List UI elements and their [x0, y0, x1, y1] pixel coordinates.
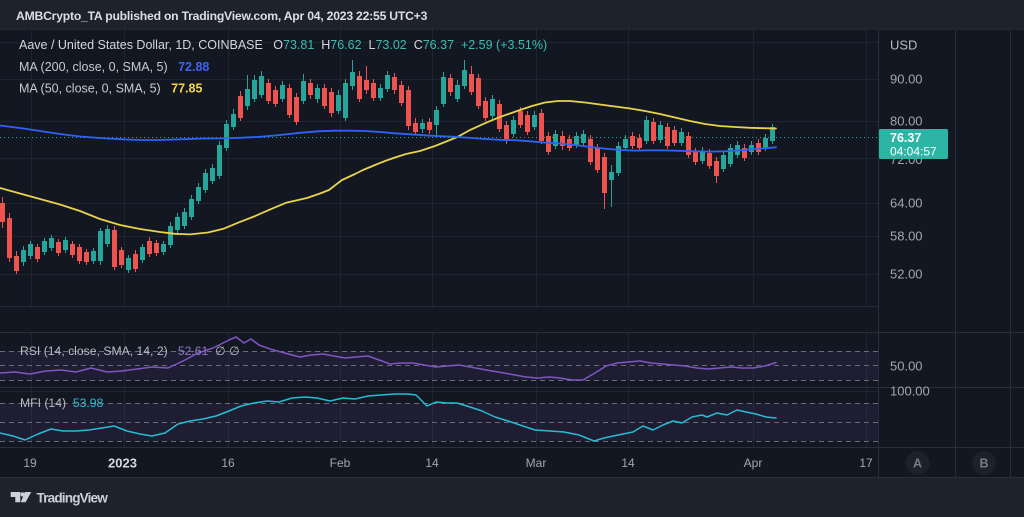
svg-text:Feb: Feb	[330, 456, 351, 470]
svg-text:52.00: 52.00	[890, 267, 923, 282]
svg-text:16: 16	[221, 456, 235, 470]
svg-text:2023: 2023	[108, 456, 137, 471]
svg-text:USD: USD	[890, 38, 917, 53]
svg-text:B: B	[979, 457, 988, 471]
svg-text:RSI (14, close, SMA, 14, 2): RSI (14, close, SMA, 14, 2) 52.61 ∅ ∅	[20, 344, 240, 358]
svg-text:76.37: 76.37	[890, 131, 921, 145]
svg-text:A: A	[913, 457, 922, 471]
svg-text:19: 19	[23, 456, 37, 470]
svg-text:14: 14	[621, 456, 635, 470]
svg-text:58.00: 58.00	[890, 229, 923, 244]
svg-text:50.00: 50.00	[890, 359, 923, 374]
svg-text:Apr: Apr	[744, 456, 763, 470]
svg-text:80.00: 80.00	[890, 114, 923, 129]
svg-text:64.00: 64.00	[890, 196, 923, 211]
svg-text:TradingView: TradingView	[37, 491, 109, 506]
svg-text:MFI (14) 53.98: MFI (14) 53.98	[20, 396, 104, 410]
svg-text:100.00: 100.00	[890, 384, 930, 399]
svg-text:MA (200, close, 0, SMA, 5) 7: MA (200, close, 0, SMA, 5) 72.88	[19, 60, 209, 74]
svg-text:04:04:57: 04:04:57	[890, 145, 937, 159]
svg-text:17: 17	[859, 456, 873, 470]
svg-text:Mar: Mar	[526, 456, 547, 470]
svg-text:MA (50, close, 0, SMA, 5) 77: MA (50, close, 0, SMA, 5) 77.85	[19, 82, 202, 96]
svg-text:90.00: 90.00	[890, 72, 923, 87]
svg-text:Aave / United States Dollar, 1: Aave / United States Dollar, 1D, COINBAS…	[19, 38, 547, 52]
svg-text:AMBCrypto_TA published on Trad: AMBCrypto_TA published on TradingView.co…	[16, 9, 428, 23]
svg-text:14: 14	[425, 456, 439, 470]
